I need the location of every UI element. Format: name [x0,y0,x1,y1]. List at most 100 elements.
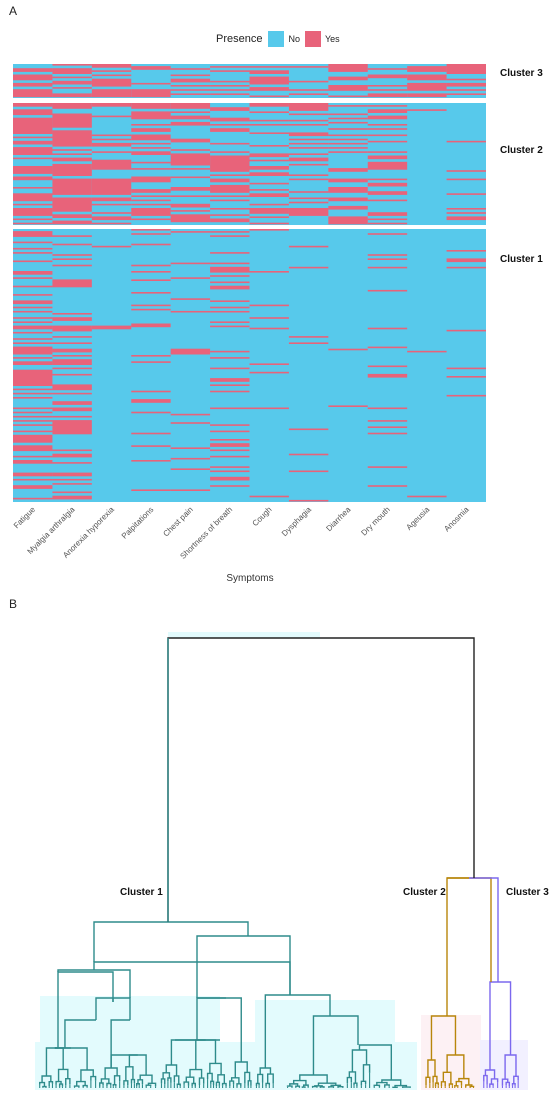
heatmap-cell-yes [210,350,250,353]
heatmap-cell-yes [52,130,92,147]
heatmap-cell-yes [170,78,211,83]
heatmap-cell-yes [91,70,132,72]
heatmap-cell-yes [367,199,408,202]
heatmap-cell-yes [52,491,92,494]
heatmap-cell-yes [328,121,368,124]
heatmap-cell-yes [210,357,250,359]
heatmap-cell-yes [52,313,92,315]
heatmap-cell-yes [367,289,408,292]
heatmap-cell-yes [288,191,329,193]
heatmap-cell-yes [52,401,92,405]
heatmap-block-cluster-3 [13,64,486,98]
heatmap-cell-yes [249,317,289,319]
heatmap-cell-yes [131,66,171,70]
heatmap-cell-yes [170,115,211,120]
heatmap-cell-yes [91,151,132,153]
heatmap-cell-yes [249,229,289,231]
heatmap-cell-yes [288,470,329,473]
heatmap-cell-yes [131,134,171,141]
heatmap-cell-yes [52,87,92,89]
heatmap-cell-yes [52,472,92,477]
heatmap-cell-yes [328,197,368,202]
heatmap-cell-yes [210,70,250,72]
heatmap-cell-yes [13,346,53,355]
heatmap-cell-yes [210,281,250,284]
heatmap-cell-yes [13,203,53,206]
heatmap-cell-yes [13,193,53,202]
heatmap-cell-yes [13,208,53,216]
heatmap-cell-yes [446,78,486,81]
heatmap-cell-yes [210,266,250,273]
heatmap-cell-yes [288,132,329,137]
heatmap-cell-yes [52,420,92,435]
heatmap-cell-yes [13,460,53,464]
heatmap-cell-yes [52,367,92,370]
heatmap-cell-yes [13,485,53,489]
heatmap-cell-yes [210,367,250,370]
heatmap-cell-yes [13,117,53,134]
panel-a-label: A [9,4,18,18]
heatmap-cell-yes [367,74,408,79]
panel-b-label: B [9,597,18,611]
heatmap-cell-yes [170,176,211,179]
heatmap-cell-yes [91,138,132,141]
heatmap-cell-yes [170,89,211,91]
heatmap-cell-yes [367,93,408,98]
heatmap-cell-yes [446,93,486,95]
heatmap-cell-yes [210,455,250,458]
heatmap-cell-yes [210,195,250,197]
heatmap-cell-yes [13,478,53,481]
dendrogram-link [123,1080,129,1086]
heatmap-cell-yes [249,222,289,225]
heatmap-cell-yes [13,285,53,288]
heatmap-cell-yes [131,390,171,393]
heatmap-cell-yes [52,415,92,418]
heatmap-cell-yes [446,170,486,172]
heatmap-cell-yes [210,151,250,153]
dendrogram-link [265,1082,271,1087]
dendrogram-link [358,1044,393,1080]
heatmap-cell-yes [91,325,132,330]
heatmap-cell-yes [288,197,329,200]
heatmap-cell-yes [367,327,408,330]
heatmap-cell-yes [367,407,408,410]
dendrogram-link [93,921,249,962]
heatmap-cell-yes [249,145,289,147]
heatmap-cell-yes [210,384,250,386]
heatmap-cell-yes [210,117,250,122]
heatmap-cell-yes [210,199,250,202]
heatmap-cell-yes [131,411,171,414]
heatmap-cell-yes [91,142,132,147]
heatmap-cell-yes [288,453,329,456]
legend-swatch-yes [305,31,321,47]
heatmap-cell-yes [288,336,329,338]
heatmap-cell-yes [446,250,486,252]
heatmap-cell-yes [52,68,92,74]
heatmap-cell-yes [210,107,250,111]
heatmap-cell-yes [210,252,250,254]
dendrogram-link [489,981,512,1070]
heatmap-block-cluster-2 [13,103,486,225]
heatmap-cell-yes [13,277,53,279]
heatmap-cell-yes [13,325,53,330]
heatmap-cell-yes [131,147,171,149]
heatmap-cell-yes [52,342,92,344]
heatmap-cell-yes [210,466,250,468]
heatmap-cell-yes [52,103,92,109]
heatmap-cell-yes [13,338,53,340]
heatmap-cell-yes [13,271,53,275]
heatmap-cell-yes [13,407,53,410]
heatmap-cell-yes [13,252,53,254]
heatmap-cell-yes [131,168,171,170]
heatmap-cell-yes [367,109,408,113]
heatmap-cell-yes [170,111,211,113]
heatmap-cell-yes [288,93,329,95]
heatmap-cell-yes [288,178,329,181]
heatmap-cell-yes [131,460,171,462]
heatmap-cluster-label: Cluster 1 [500,254,543,265]
heatmap-cell-yes [131,203,171,206]
heatmap-cell-yes [13,361,53,365]
heatmap-cell-yes [328,348,368,351]
heatmap-cell-yes [288,142,329,145]
